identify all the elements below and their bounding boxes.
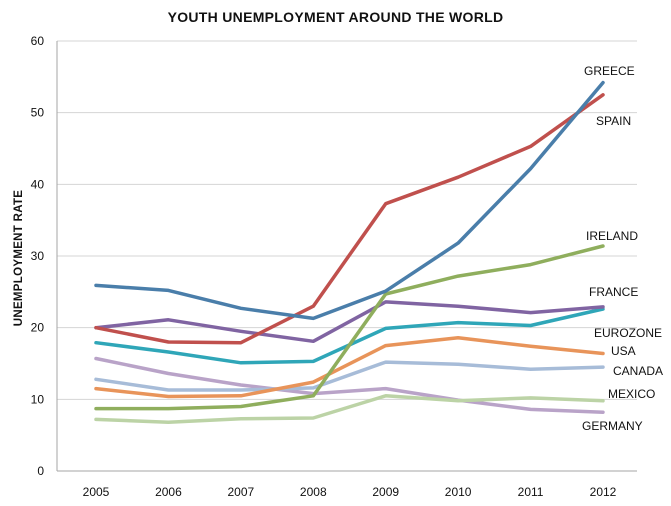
chart-title: YOUTH UNEMPLOYMENT AROUND THE WORLD: [167, 9, 504, 25]
y-tick-label: 10: [31, 392, 45, 406]
x-tick-label: 2006: [155, 485, 182, 499]
y-tick-label: 50: [31, 106, 45, 120]
series-label-usa: USA: [611, 344, 636, 358]
series-line-ireland: [94, 244, 605, 411]
series-label-spain: SPAIN: [596, 114, 631, 128]
x-tick-label: 2007: [228, 485, 255, 499]
series-line-usa: [94, 335, 605, 399]
series-label-ireland: IRELAND: [586, 229, 638, 243]
series-label-canada: CANADA: [613, 364, 663, 378]
x-tick-label: 2012: [590, 485, 617, 499]
series-line-france: [94, 300, 605, 344]
series-label-germany: GERMANY: [582, 419, 643, 433]
series-line-canada: [94, 360, 605, 392]
series-label-layer: GREECE SPAIN IRELAND FRANCE EUROZONE USA CANAD…: [582, 64, 663, 433]
y-tick-label: 0: [37, 464, 44, 478]
y-tick-label: 20: [31, 321, 45, 335]
series-line-mexico: [94, 394, 605, 425]
x-tick-label: 2010: [445, 485, 472, 499]
series-line-germany: [94, 356, 605, 414]
axis-layer: 0 10 20 30 40 50 60 2005 2006 2007 2008 2009 2010 201…: [31, 34, 637, 499]
series-line-greece: [94, 80, 605, 321]
series-line-eurozone: [94, 307, 605, 365]
y-axis-title: UNEMPLOYMENT RATE: [13, 190, 25, 327]
series-label-france: FRANCE: [589, 285, 638, 299]
x-tick-label: 2011: [518, 485, 544, 499]
y-tick-label: 40: [31, 177, 45, 191]
series-label-mexico: MEXICO: [608, 387, 655, 401]
series-line-spain: [94, 93, 605, 345]
series-label-eurozone: EUROZONE: [594, 326, 662, 340]
series-label-greece: GREECE: [584, 64, 635, 78]
x-tick-label: 2009: [372, 485, 399, 499]
x-tick-label: 2005: [83, 485, 110, 499]
series-layer: [94, 80, 605, 425]
x-tick-label: 2008: [300, 485, 327, 499]
y-tick-label: 60: [31, 34, 45, 48]
y-tick-label: 30: [31, 249, 45, 263]
